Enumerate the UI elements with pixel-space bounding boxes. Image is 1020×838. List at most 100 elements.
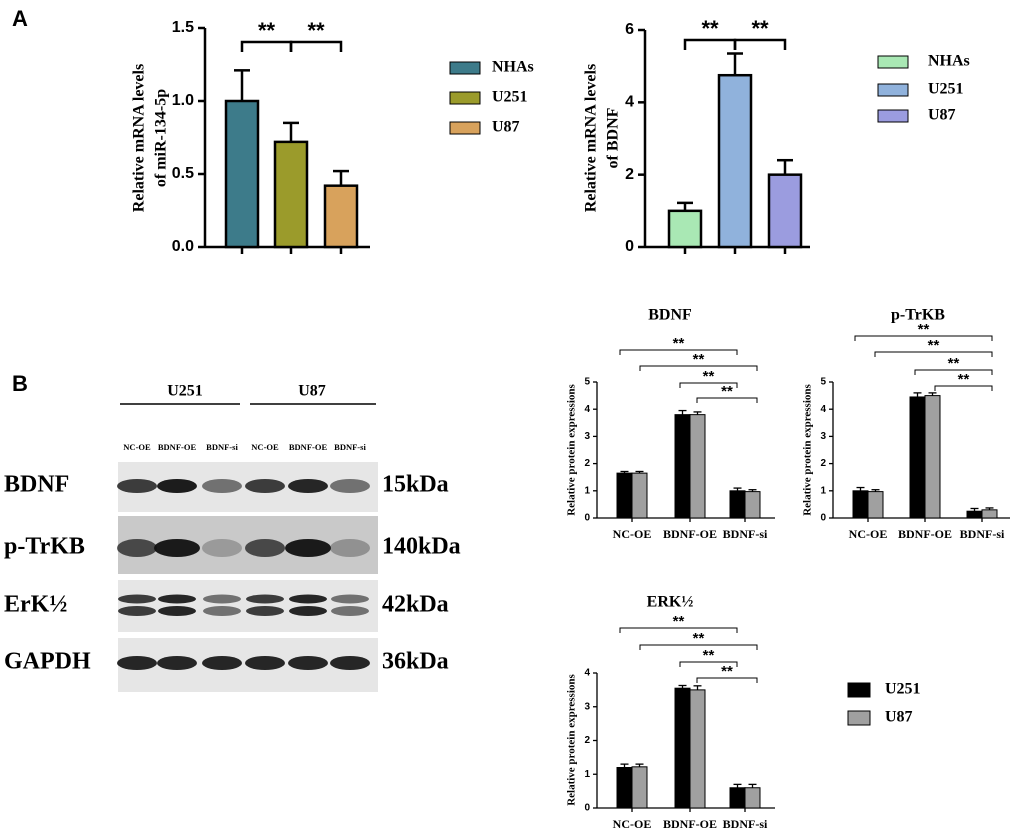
band bbox=[203, 594, 241, 604]
band bbox=[330, 479, 370, 493]
error-bar bbox=[678, 409, 687, 415]
row-label: GAPDH bbox=[4, 649, 91, 675]
error-bar bbox=[733, 783, 742, 788]
y-tick-label: 1 bbox=[584, 485, 590, 496]
size-label: 140kDa bbox=[382, 534, 461, 560]
error-bar bbox=[748, 783, 757, 788]
legend-swatch bbox=[847, 682, 871, 698]
error-bar bbox=[856, 486, 865, 491]
bar bbox=[631, 472, 648, 519]
lane-label: BDNF-si bbox=[334, 442, 366, 452]
chart-title: ERK½ bbox=[647, 594, 694, 611]
x-tick-label: NC-OE bbox=[613, 527, 652, 541]
bar bbox=[744, 787, 761, 809]
y-tick-label: 2 bbox=[625, 166, 634, 183]
row-label: BDNF bbox=[4, 472, 69, 498]
significance-bracket bbox=[289, 40, 343, 52]
legend-label: NHAs bbox=[928, 53, 970, 70]
band bbox=[289, 594, 327, 604]
y-tick-label: 4 bbox=[584, 668, 590, 679]
band bbox=[330, 656, 370, 670]
x-tick-label: NC-OE bbox=[613, 817, 652, 831]
band bbox=[117, 479, 157, 493]
significance-bracket bbox=[854, 335, 993, 341]
bar bbox=[909, 396, 926, 519]
legend-swatch bbox=[847, 710, 871, 726]
blot-group: U87 bbox=[298, 383, 326, 400]
band bbox=[288, 656, 328, 670]
band bbox=[202, 539, 242, 557]
legend-swatch bbox=[877, 83, 909, 97]
significance-label: ** bbox=[703, 647, 715, 664]
significance-label: ** bbox=[307, 18, 325, 43]
significance-bracket bbox=[733, 38, 787, 50]
significance-label: ** bbox=[721, 383, 733, 400]
y-tick-label: 0 bbox=[625, 238, 634, 255]
y-tick-label: 1.0 bbox=[172, 92, 194, 109]
lane-label: NC-OE bbox=[123, 442, 151, 452]
y-axis-label: Relative protein expressions bbox=[802, 383, 814, 515]
band bbox=[288, 479, 328, 493]
bar bbox=[273, 140, 309, 249]
bar bbox=[924, 395, 941, 519]
y-tick-label: 1.5 bbox=[172, 19, 194, 36]
bar bbox=[767, 173, 803, 249]
band bbox=[202, 479, 242, 493]
band bbox=[158, 606, 196, 616]
y-axis-label: Relative mRNA levels bbox=[131, 64, 148, 212]
significance-label: ** bbox=[918, 321, 930, 338]
size-label: 42kDa bbox=[382, 592, 449, 618]
bar bbox=[224, 99, 260, 249]
y-tick-label: 4 bbox=[625, 94, 634, 111]
chart-title: BDNF bbox=[648, 307, 692, 324]
legend-swatch bbox=[877, 109, 909, 123]
panel-label: A bbox=[12, 6, 28, 31]
y-tick-label: 0 bbox=[584, 513, 590, 524]
error-bar bbox=[677, 201, 693, 211]
y-tick-label: 5 bbox=[584, 377, 590, 388]
row-label: ErK½ bbox=[4, 592, 67, 618]
bar bbox=[852, 490, 869, 519]
legend-label: U251 bbox=[885, 681, 921, 698]
y-tick-label: 0 bbox=[584, 803, 590, 814]
significance-bracket bbox=[874, 351, 993, 357]
x-tick-label: BDNF-OE bbox=[663, 817, 717, 831]
error-bar bbox=[333, 169, 349, 186]
bar bbox=[981, 509, 998, 519]
legend-label: U87 bbox=[885, 709, 913, 726]
y-tick-label: 0.5 bbox=[172, 165, 194, 182]
blot-strip bbox=[118, 580, 378, 632]
significance-label: ** bbox=[928, 337, 940, 354]
significance-label: ** bbox=[948, 355, 960, 372]
bar bbox=[689, 689, 706, 809]
x-tick-label: BDNF-si bbox=[723, 817, 768, 831]
bar bbox=[729, 787, 746, 809]
band bbox=[117, 539, 157, 557]
significance-label: ** bbox=[673, 613, 685, 630]
size-label: 36kDa bbox=[382, 649, 449, 675]
chart-title: p-TrKB bbox=[891, 307, 945, 324]
significance-bracket bbox=[679, 661, 738, 667]
legend-swatch bbox=[877, 55, 909, 69]
significance-label: ** bbox=[673, 335, 685, 352]
significance-label: ** bbox=[693, 351, 705, 368]
significance-label: ** bbox=[751, 16, 769, 41]
significance-bracket bbox=[696, 677, 758, 683]
band bbox=[331, 606, 369, 616]
band bbox=[117, 656, 157, 670]
band bbox=[246, 594, 284, 604]
x-tick-label: BDNF-OE bbox=[663, 527, 717, 541]
y-tick-label: 0 bbox=[820, 513, 826, 524]
band bbox=[118, 606, 156, 616]
x-tick-label: BDNF-si bbox=[960, 527, 1005, 541]
blot-group: U251 bbox=[167, 383, 203, 400]
y-tick-label: 1 bbox=[820, 485, 826, 496]
band bbox=[330, 539, 370, 557]
significance-label: ** bbox=[258, 18, 276, 43]
significance-label: ** bbox=[958, 371, 970, 388]
bar bbox=[674, 414, 691, 519]
legend-swatch bbox=[449, 91, 481, 105]
y-tick-label: 1 bbox=[584, 769, 590, 780]
error-bar bbox=[693, 685, 702, 690]
